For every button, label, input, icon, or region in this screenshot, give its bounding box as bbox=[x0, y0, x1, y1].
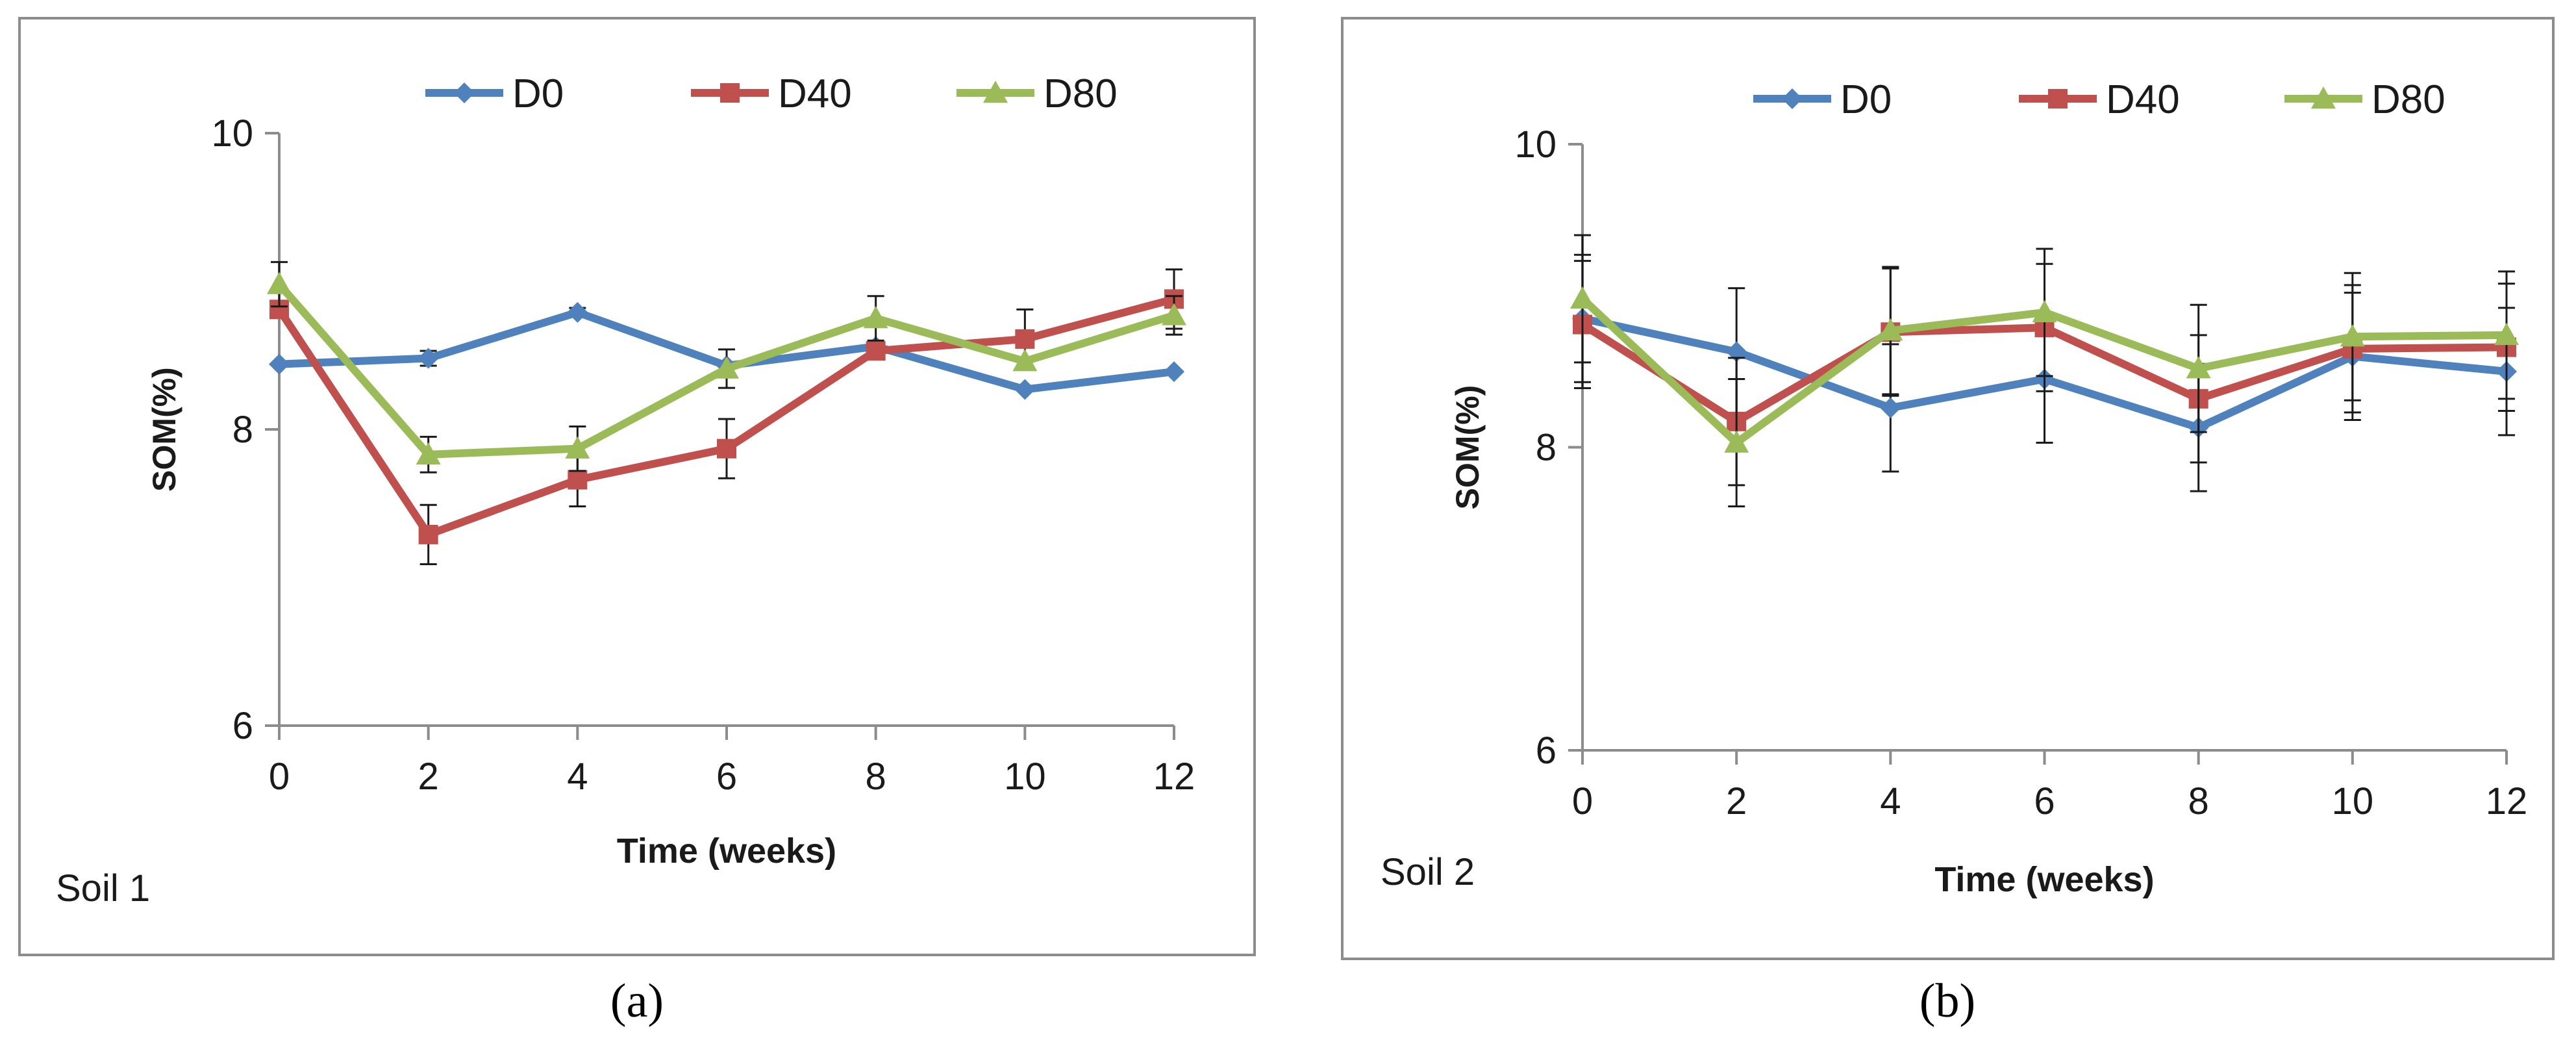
x-tick-label: 6 bbox=[2034, 780, 2055, 822]
x-tick-label: 10 bbox=[2332, 780, 2374, 822]
point bbox=[267, 272, 292, 294]
point bbox=[565, 436, 590, 459]
series-d80 bbox=[1570, 234, 2519, 507]
x-tick-label: 8 bbox=[2188, 780, 2209, 822]
y-tick-label: 6 bbox=[1536, 730, 1557, 772]
x-tick-label: 8 bbox=[866, 756, 886, 798]
legend-marker bbox=[454, 83, 475, 103]
chart-panel-1: 6 8 10 0 2 4 6 8 10 12 Time (weeks) SOM(%) Soil 1 (a)… bbox=[18, 17, 1256, 1028]
point bbox=[568, 470, 588, 490]
legend-label: D80 bbox=[2371, 77, 2445, 122]
series-d40 bbox=[269, 268, 1184, 565]
figure-caption: (b) bbox=[1919, 974, 1975, 1028]
x-tick-label: 12 bbox=[2486, 780, 2528, 822]
x-axis-title: Time (weeks) bbox=[617, 832, 836, 870]
point bbox=[1012, 349, 1038, 372]
legend-marker bbox=[983, 81, 1008, 103]
legend-marker bbox=[2048, 89, 2068, 108]
legend-marker bbox=[720, 83, 740, 103]
panel-label: Soil 1 bbox=[56, 867, 150, 909]
legend-item: D0 bbox=[1753, 77, 1892, 122]
chart-panel-2: 6 8 10 0 2 4 6 8 10 12 Time (weeks) SOM(%) Soil 2 (b)… bbox=[1341, 17, 2555, 1028]
y-tick-label: 10 bbox=[1514, 123, 1557, 166]
x-tick-label: 2 bbox=[418, 756, 439, 798]
point bbox=[866, 341, 886, 361]
legend-label: D40 bbox=[2106, 77, 2180, 122]
point bbox=[2032, 299, 2057, 323]
x-axis-title: Time (weeks) bbox=[1934, 860, 2154, 899]
legend-label: D40 bbox=[778, 71, 852, 116]
point bbox=[717, 438, 736, 459]
x-tick-label: 10 bbox=[1004, 756, 1046, 798]
point bbox=[567, 301, 588, 323]
point bbox=[714, 356, 739, 379]
legend-label: D0 bbox=[1840, 77, 1892, 122]
chart-frame bbox=[18, 17, 1256, 956]
legend: D0 D40 D80 bbox=[425, 71, 1118, 116]
point bbox=[1015, 329, 1035, 349]
point bbox=[2340, 324, 2365, 347]
point bbox=[416, 442, 441, 464]
chart-frame bbox=[1341, 17, 2555, 960]
legend-marker bbox=[2311, 86, 2336, 109]
legend-marker bbox=[1782, 88, 1803, 109]
series-d0 bbox=[269, 301, 1184, 400]
legend-item: D40 bbox=[691, 71, 852, 116]
y-axis-title: SOM(%) bbox=[146, 367, 182, 492]
legend-item: D40 bbox=[2019, 77, 2180, 122]
point bbox=[418, 524, 438, 544]
y-tick-label: 8 bbox=[232, 409, 253, 451]
y-axis-title: SOM(%) bbox=[1449, 385, 1486, 510]
point bbox=[2494, 322, 2519, 346]
legend-item: D80 bbox=[2284, 77, 2445, 122]
x-tick-label: 4 bbox=[1880, 780, 1901, 822]
series-d80 bbox=[267, 260, 1186, 474]
legend-label: D80 bbox=[1044, 71, 1118, 116]
x-tick-label: 12 bbox=[1153, 756, 1195, 798]
point bbox=[1724, 430, 1749, 453]
point bbox=[2186, 356, 2211, 379]
x-tick-label: 0 bbox=[1572, 780, 1593, 822]
y-tick-label: 8 bbox=[1536, 427, 1557, 469]
point bbox=[1880, 397, 1901, 418]
y-tick-label: 10 bbox=[211, 112, 253, 155]
point bbox=[1164, 361, 1184, 383]
figure-caption: (a) bbox=[610, 974, 664, 1028]
y-tick-label: 6 bbox=[232, 705, 253, 747]
legend: D0 D40 D80 bbox=[1753, 77, 2445, 122]
legend-item: D0 bbox=[425, 71, 564, 116]
x-tick-label: 6 bbox=[716, 756, 737, 798]
x-tick-label: 2 bbox=[1726, 780, 1747, 822]
x-tick-label: 0 bbox=[269, 756, 290, 798]
legend-label: D0 bbox=[512, 71, 564, 116]
x-tick-label: 4 bbox=[567, 756, 588, 798]
legend-item: D80 bbox=[957, 71, 1118, 116]
point bbox=[1014, 379, 1036, 400]
point bbox=[418, 348, 439, 369]
point bbox=[1570, 286, 1595, 309]
point bbox=[863, 306, 888, 329]
panel-label: Soil 2 bbox=[1381, 851, 1475, 893]
point bbox=[1878, 318, 1903, 341]
point bbox=[1162, 303, 1186, 325]
point bbox=[269, 353, 290, 375]
